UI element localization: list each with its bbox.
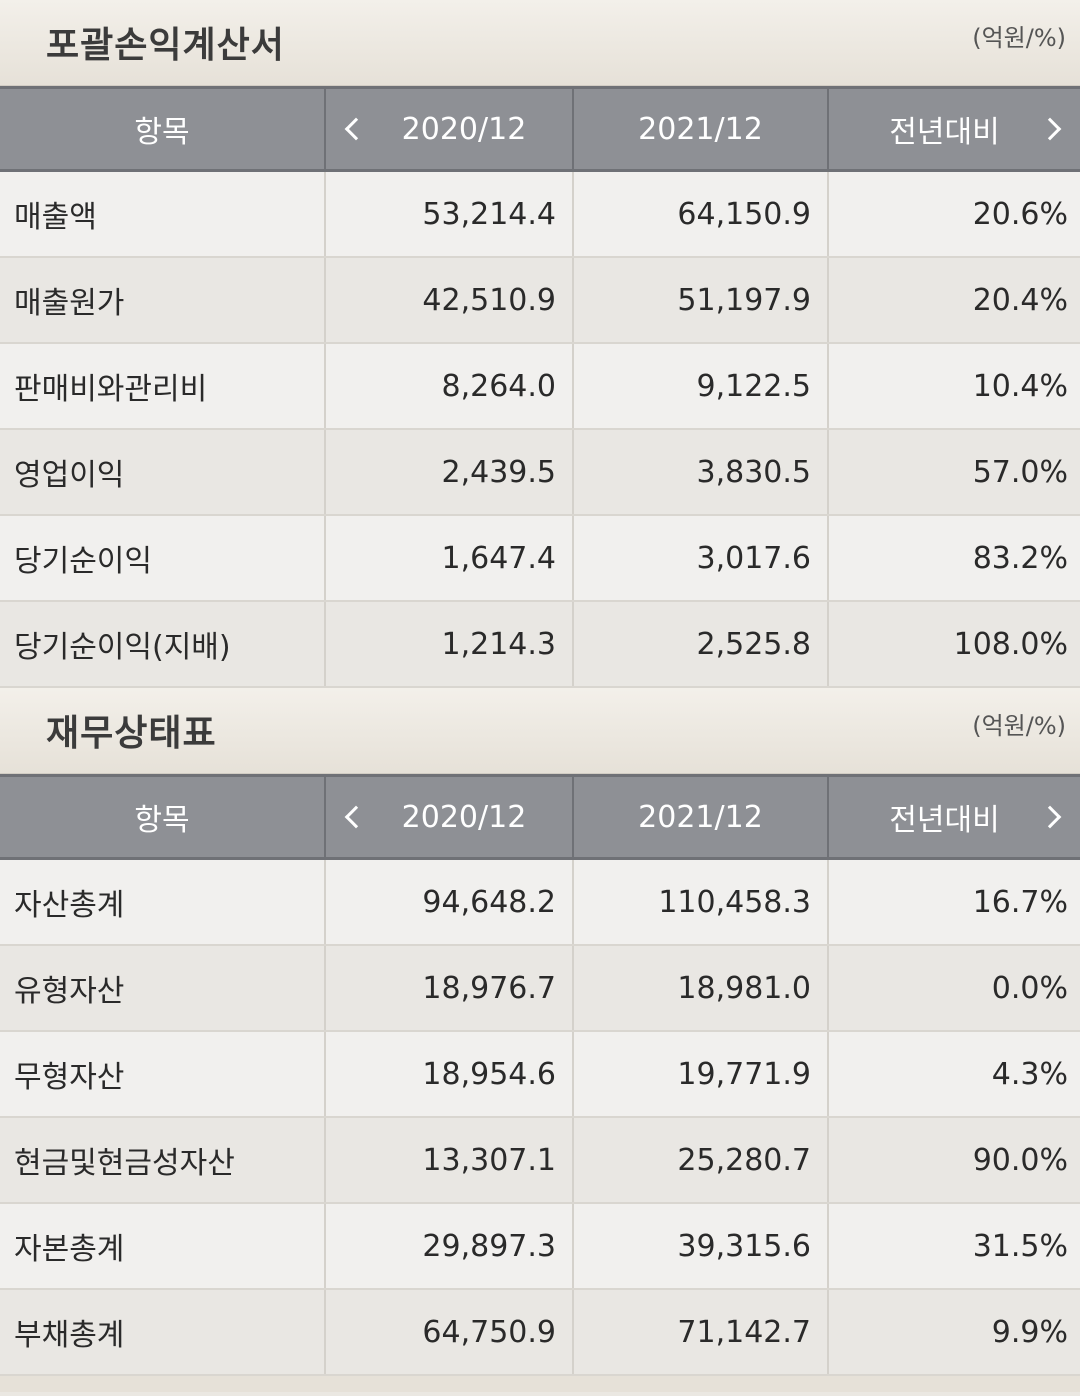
row-label: 매출원가 [0, 258, 326, 342]
balance-header-yoy: 전년대비 [829, 777, 1080, 857]
income-header-year2: 2021/12 [574, 89, 829, 169]
row-value-year2: 51,197.9 [574, 258, 829, 342]
income-header-item: 항목 [0, 89, 326, 169]
table-row: 당기순이익(지배) 1,214.3 2,525.8 108.0% [0, 602, 1080, 688]
row-value-year2: 18,981.0 [574, 946, 829, 1030]
row-value-yoy: 31.5% [972, 1228, 1068, 1264]
row-value-yoy: 4.3% [991, 1056, 1068, 1092]
income-table-header: 항목 2020/12 2021/12 전년대비 [0, 86, 1080, 172]
row-label: 현금및현금성자산 [0, 1118, 326, 1202]
row-value-year2: 3,017.6 [574, 516, 829, 600]
table-row: 자본총계 29,897.3 39,315.6 31.5% [0, 1204, 1080, 1290]
table-row: 매출원가 42,510.9 51,197.9 20.4% [0, 258, 1080, 344]
row-value-year2: 64,150.9 [574, 172, 829, 256]
row-label: 영업이익 [0, 430, 326, 514]
table-row: 자산총계 94,648.2 110,458.3 16.7% [0, 860, 1080, 946]
balance-header-year2: 2021/12 [574, 777, 829, 857]
income-header-year1: 2020/12 [326, 89, 574, 169]
row-value-yoy: 108.0% [953, 626, 1068, 662]
row-value-year1: 53,214.4 [326, 172, 574, 256]
row-label: 무형자산 [0, 1032, 326, 1116]
row-value-year2: 71,142.7 [574, 1290, 829, 1374]
row-value-year1: 42,510.9 [326, 258, 574, 342]
income-header-yoy-label: 전년대비 [889, 115, 1000, 150]
table-row: 부채총계 64,750.9 71,142.7 9.9% [0, 1290, 1080, 1376]
table-row: 무형자산 18,954.6 19,771.9 4.3% [0, 1032, 1080, 1118]
row-value-yoy: 20.6% [972, 196, 1068, 232]
row-label: 당기순이익(지배) [0, 602, 326, 686]
balance-header-yoy-label: 전년대비 [889, 803, 1000, 838]
chevron-left-icon[interactable] [344, 805, 368, 829]
balance-table-body: 자산총계 94,648.2 110,458.3 16.7% 유형자산 18,97… [0, 860, 1080, 1376]
balance-header-year1: 2020/12 [326, 777, 574, 857]
row-value-yoy: 83.2% [972, 540, 1068, 576]
table-row: 매출액 53,214.4 64,150.9 20.6% [0, 172, 1080, 258]
table-row: 영업이익 2,439.5 3,830.5 57.0% [0, 430, 1080, 516]
row-value-year2: 3,830.5 [574, 430, 829, 514]
table-row: 판매비와관리비 8,264.0 9,122.5 10.4% [0, 344, 1080, 430]
row-label: 유형자산 [0, 946, 326, 1030]
balance-header-item: 항목 [0, 777, 326, 857]
row-value-yoy: 0.0% [991, 970, 1068, 1006]
income-section-header: 포괄손익계산서 (억원/%) [0, 0, 1080, 86]
row-value-yoy: 16.7% [972, 884, 1068, 920]
row-value-year2: 39,315.6 [574, 1204, 829, 1288]
table-row: 당기순이익 1,647.4 3,017.6 83.2% [0, 516, 1080, 602]
row-label: 판매비와관리비 [0, 344, 326, 428]
row-value-year1: 13,307.1 [326, 1118, 574, 1202]
row-value-yoy: 10.4% [972, 368, 1068, 404]
row-value-year1: 1,647.4 [326, 516, 574, 600]
chevron-left-icon[interactable] [344, 117, 368, 141]
row-value-yoy: 20.4% [972, 282, 1068, 318]
chevron-right-icon[interactable] [1038, 805, 1062, 829]
table-row: 현금및현금성자산 13,307.1 25,280.7 90.0% [0, 1118, 1080, 1204]
balance-section-title: 재무상태표 [46, 713, 217, 754]
table-row: 유형자산 18,976.7 18,981.0 0.0% [0, 946, 1080, 1032]
income-header-year1-label: 2020/12 [401, 111, 527, 147]
row-value-year1: 2,439.5 [326, 430, 574, 514]
row-label: 부채총계 [0, 1290, 326, 1374]
balance-header-year1-label: 2020/12 [401, 799, 527, 835]
row-value-year1: 1,214.3 [326, 602, 574, 686]
footer-strip [0, 1376, 1080, 1392]
row-value-year1: 64,750.9 [326, 1290, 574, 1374]
row-value-year1: 18,976.7 [326, 946, 574, 1030]
row-label: 자산총계 [0, 860, 326, 944]
row-value-year2: 25,280.7 [574, 1118, 829, 1202]
row-value-year2: 19,771.9 [574, 1032, 829, 1116]
row-value-year1: 18,954.6 [326, 1032, 574, 1116]
row-value-year1: 8,264.0 [326, 344, 574, 428]
income-header-yoy: 전년대비 [829, 89, 1080, 169]
row-label: 당기순이익 [0, 516, 326, 600]
row-value-yoy: 90.0% [972, 1142, 1068, 1178]
row-value-year1: 29,897.3 [326, 1204, 574, 1288]
balance-unit-label: (억원/%) [972, 712, 1066, 740]
row-label: 매출액 [0, 172, 326, 256]
balance-section-header: 재무상태표 (억원/%) [0, 688, 1080, 774]
income-table-body: 매출액 53,214.4 64,150.9 20.6% 매출원가 42,510.… [0, 172, 1080, 688]
balance-table-header: 항목 2020/12 2021/12 전년대비 [0, 774, 1080, 860]
row-value-year2: 9,122.5 [574, 344, 829, 428]
income-section-title: 포괄손익계산서 [46, 25, 285, 66]
chevron-right-icon[interactable] [1038, 117, 1062, 141]
row-value-year1: 94,648.2 [326, 860, 574, 944]
row-value-yoy: 57.0% [972, 454, 1068, 490]
income-unit-label: (억원/%) [972, 24, 1066, 52]
row-value-yoy: 9.9% [991, 1314, 1068, 1350]
row-value-year2: 2,525.8 [574, 602, 829, 686]
row-label: 자본총계 [0, 1204, 326, 1288]
row-value-year2: 110,458.3 [574, 860, 829, 944]
